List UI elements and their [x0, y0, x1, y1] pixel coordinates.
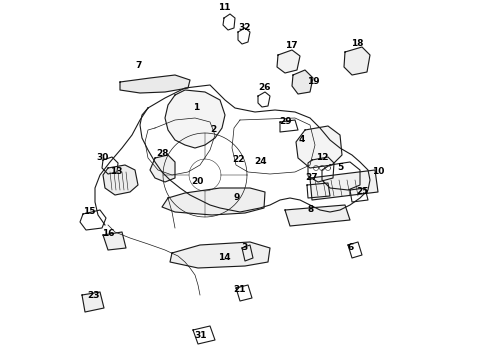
- Text: 1: 1: [193, 104, 199, 112]
- Text: 24: 24: [255, 158, 268, 166]
- Text: 6: 6: [348, 243, 354, 252]
- Text: 13: 13: [110, 166, 122, 175]
- Polygon shape: [277, 50, 300, 73]
- Text: 26: 26: [258, 84, 270, 93]
- Text: 4: 4: [299, 135, 305, 144]
- Text: 25: 25: [356, 186, 368, 195]
- Polygon shape: [292, 70, 313, 94]
- Text: 7: 7: [136, 60, 142, 69]
- Polygon shape: [162, 188, 265, 215]
- Polygon shape: [344, 47, 370, 75]
- Text: 19: 19: [307, 77, 319, 85]
- Text: 8: 8: [308, 206, 314, 215]
- Text: 15: 15: [83, 207, 95, 216]
- Polygon shape: [296, 126, 342, 168]
- Polygon shape: [103, 232, 126, 250]
- Polygon shape: [150, 155, 175, 182]
- Text: 23: 23: [87, 291, 99, 300]
- Text: 11: 11: [218, 4, 230, 13]
- Text: 14: 14: [218, 253, 230, 262]
- Text: 32: 32: [239, 23, 251, 32]
- Text: 18: 18: [351, 39, 363, 48]
- Text: 21: 21: [233, 284, 245, 293]
- Text: 5: 5: [337, 163, 343, 172]
- Text: 12: 12: [316, 153, 328, 162]
- Polygon shape: [120, 75, 190, 93]
- Text: 31: 31: [195, 330, 207, 339]
- Text: 2: 2: [210, 126, 216, 135]
- Text: 16: 16: [102, 229, 114, 238]
- Polygon shape: [170, 242, 270, 268]
- Text: 3: 3: [241, 243, 247, 252]
- Text: 17: 17: [285, 40, 297, 49]
- Polygon shape: [165, 90, 225, 148]
- Text: 30: 30: [97, 153, 109, 162]
- Polygon shape: [310, 170, 378, 200]
- Polygon shape: [285, 205, 350, 226]
- Text: 10: 10: [372, 166, 384, 175]
- Text: 28: 28: [156, 148, 168, 158]
- Polygon shape: [82, 292, 104, 312]
- Polygon shape: [103, 165, 138, 195]
- Text: 9: 9: [234, 193, 240, 202]
- Text: 20: 20: [191, 176, 203, 185]
- Text: 22: 22: [232, 156, 244, 165]
- Text: 27: 27: [306, 172, 318, 181]
- Text: 29: 29: [280, 117, 293, 126]
